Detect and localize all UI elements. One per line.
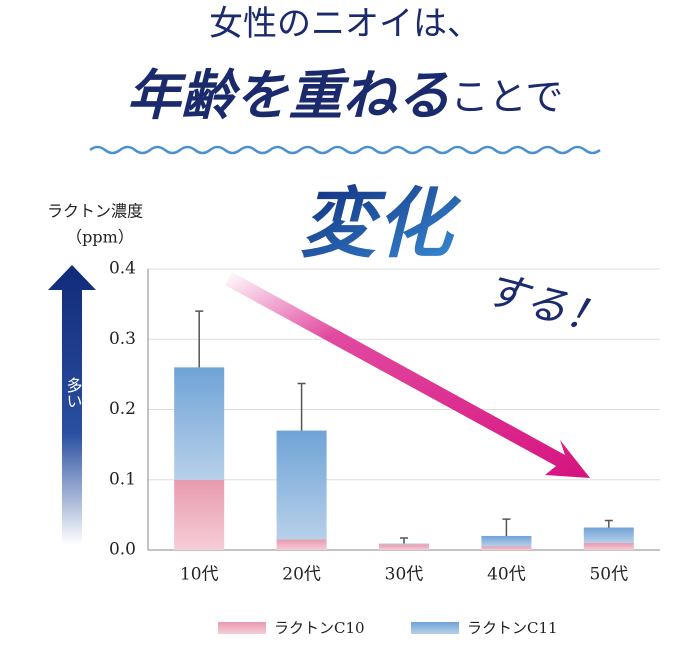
legend-label: ラクトンC11 <box>467 619 558 637</box>
x-tick-label: 50代 <box>589 565 628 585</box>
y-tick-label: 0.3 <box>109 329 136 349</box>
x-tick-label: 10代 <box>180 565 219 585</box>
bar-segment <box>583 527 634 543</box>
bar-segment <box>481 546 532 550</box>
x-tick-label: 30代 <box>385 565 424 585</box>
y-label: ラクトン濃度 <box>47 202 143 221</box>
legend-label: ラクトンC10 <box>274 619 365 637</box>
bar-segment <box>583 542 634 550</box>
direction-arrow <box>48 265 96 545</box>
headline-main: 年齢を重ねることで <box>127 63 564 127</box>
error-bar <box>297 382 306 431</box>
y-tick-label: 0.2 <box>109 399 136 419</box>
headline: 女性のニオイは、 <box>209 4 481 44</box>
error-bar <box>604 519 613 528</box>
bar-segment <box>379 543 429 545</box>
trend-arrow <box>225 272 590 478</box>
headline-big: 変化 <box>300 179 462 268</box>
legend-swatch <box>411 622 459 634</box>
x-tick-label: 20代 <box>282 565 321 585</box>
headline-main-text: 年齢を重ねる <box>127 63 451 127</box>
error-bar <box>502 518 511 536</box>
bar-segment <box>379 544 429 550</box>
bar-segment <box>276 430 327 540</box>
y-tick-label: 0.4 <box>109 259 136 279</box>
bar-segment <box>481 535 532 547</box>
legend-swatch <box>218 622 266 634</box>
bar-segment <box>276 539 327 550</box>
y-tick-label: 0.1 <box>109 469 136 489</box>
bar-segment <box>174 479 225 550</box>
arrow-label: 多い <box>64 377 83 409</box>
headline-tail: ことで <box>451 75 564 119</box>
y-unit: （ppm） <box>66 228 134 247</box>
error-bar <box>400 537 408 544</box>
headline-end: する！ <box>479 263 614 345</box>
x-tick-label: 40代 <box>487 565 526 585</box>
y-tick-label: 0.0 <box>109 540 136 560</box>
bar-segment <box>174 367 225 480</box>
wave <box>89 145 601 155</box>
error-bar <box>195 310 204 368</box>
